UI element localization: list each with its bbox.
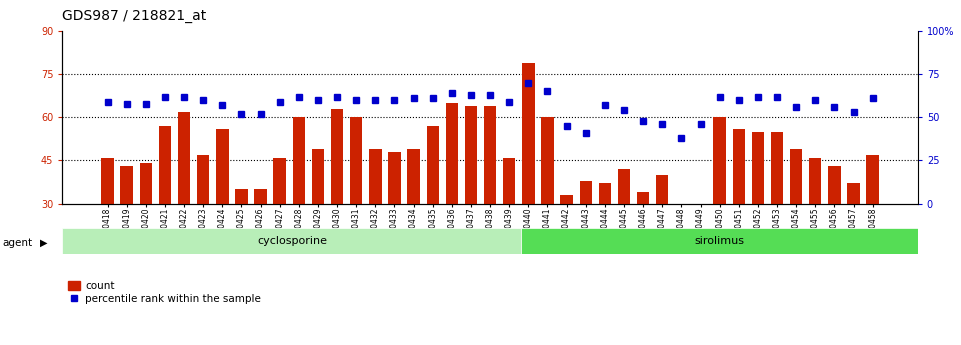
- Bar: [752, 132, 764, 204]
- Bar: [197, 155, 209, 204]
- Bar: [848, 184, 860, 204]
- Bar: [618, 169, 630, 204]
- Text: agent: agent: [2, 238, 32, 248]
- Bar: [235, 189, 248, 204]
- Bar: [503, 158, 515, 204]
- Bar: [599, 184, 611, 204]
- Bar: [159, 126, 171, 204]
- Bar: [369, 149, 382, 204]
- Bar: [560, 195, 573, 204]
- Bar: [676, 204, 688, 224]
- Bar: [120, 166, 133, 204]
- Bar: [522, 63, 534, 204]
- Bar: [656, 175, 669, 204]
- Bar: [809, 158, 822, 204]
- Legend: count, percentile rank within the sample: count, percentile rank within the sample: [67, 281, 261, 304]
- Bar: [732, 129, 745, 204]
- Bar: [446, 103, 458, 204]
- Bar: [828, 166, 841, 204]
- Bar: [274, 158, 286, 204]
- Text: GDS987 / 218821_at: GDS987 / 218821_at: [62, 9, 207, 23]
- Bar: [771, 132, 783, 204]
- Bar: [694, 204, 706, 215]
- Bar: [101, 158, 113, 204]
- Bar: [579, 180, 592, 204]
- Text: cyclosporine: cyclosporine: [257, 236, 327, 246]
- Bar: [713, 117, 726, 204]
- Bar: [216, 129, 229, 204]
- Bar: [465, 106, 478, 204]
- Bar: [388, 152, 401, 204]
- Bar: [522, 228, 918, 254]
- Bar: [541, 117, 554, 204]
- Bar: [331, 109, 343, 204]
- Bar: [292, 117, 305, 204]
- Bar: [427, 126, 439, 204]
- Bar: [867, 155, 879, 204]
- Bar: [790, 149, 802, 204]
- Bar: [407, 149, 420, 204]
- Bar: [139, 163, 152, 204]
- Bar: [637, 192, 650, 204]
- Bar: [178, 111, 190, 204]
- Bar: [484, 106, 496, 204]
- Text: sirolimus: sirolimus: [695, 236, 745, 246]
- Bar: [255, 189, 267, 204]
- Bar: [350, 117, 362, 204]
- Bar: [62, 228, 522, 254]
- Bar: [311, 149, 324, 204]
- Text: ▶: ▶: [40, 238, 48, 248]
